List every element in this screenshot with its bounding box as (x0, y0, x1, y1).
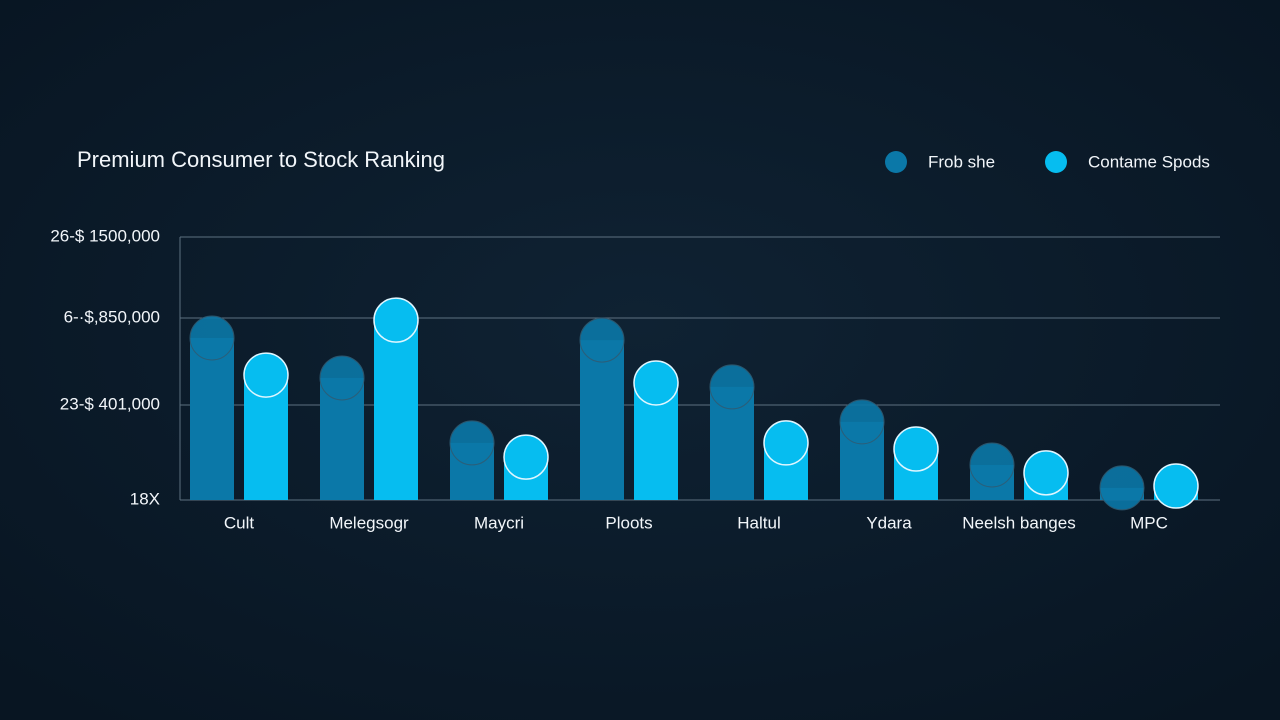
y-tick-label: 23-$ 401,000 (60, 395, 160, 414)
x-tick-label: MPC (1130, 513, 1168, 532)
legend-swatch (885, 151, 907, 173)
bar-cap (1099, 465, 1145, 511)
bar-cap (373, 297, 419, 343)
bar-cap (319, 355, 365, 401)
legend-label: Frob she (928, 152, 995, 171)
x-tick-label: Neelsh banges (962, 513, 1075, 532)
bar-cap (1023, 450, 1069, 496)
x-tick-label: Melegsogr (329, 513, 409, 532)
bar-cap (579, 317, 625, 363)
bar-cap (503, 434, 549, 480)
y-tick-label: 6-·$,850,000 (64, 307, 160, 326)
bar-cap (633, 360, 679, 406)
x-tick-label: Haltul (737, 513, 780, 532)
chart-title: Premium Consumer to Stock Ranking (77, 147, 445, 172)
y-tick-label: 26-$ 1500,000 (50, 226, 160, 245)
bar-cap (839, 399, 885, 445)
bar (374, 320, 418, 500)
y-tick-label: 18X (130, 489, 160, 508)
bar (190, 337, 234, 500)
x-tick-label: Cult (224, 513, 255, 532)
bar-cap (969, 442, 1015, 488)
x-tick-label: Maycri (474, 513, 524, 532)
bar (580, 340, 624, 500)
bar-cap (763, 420, 809, 466)
bar-cap (893, 426, 939, 472)
legend-label: Contame Spods (1088, 152, 1210, 171)
x-tick-label: Ploots (605, 513, 652, 532)
bar-cap (449, 420, 495, 466)
bar-cap (1153, 463, 1199, 509)
bar-cap (189, 315, 235, 361)
x-tick-label: Ydara (866, 513, 912, 532)
bar-cap (709, 364, 755, 410)
legend-swatch (1045, 151, 1067, 173)
bar-cap (243, 352, 289, 398)
